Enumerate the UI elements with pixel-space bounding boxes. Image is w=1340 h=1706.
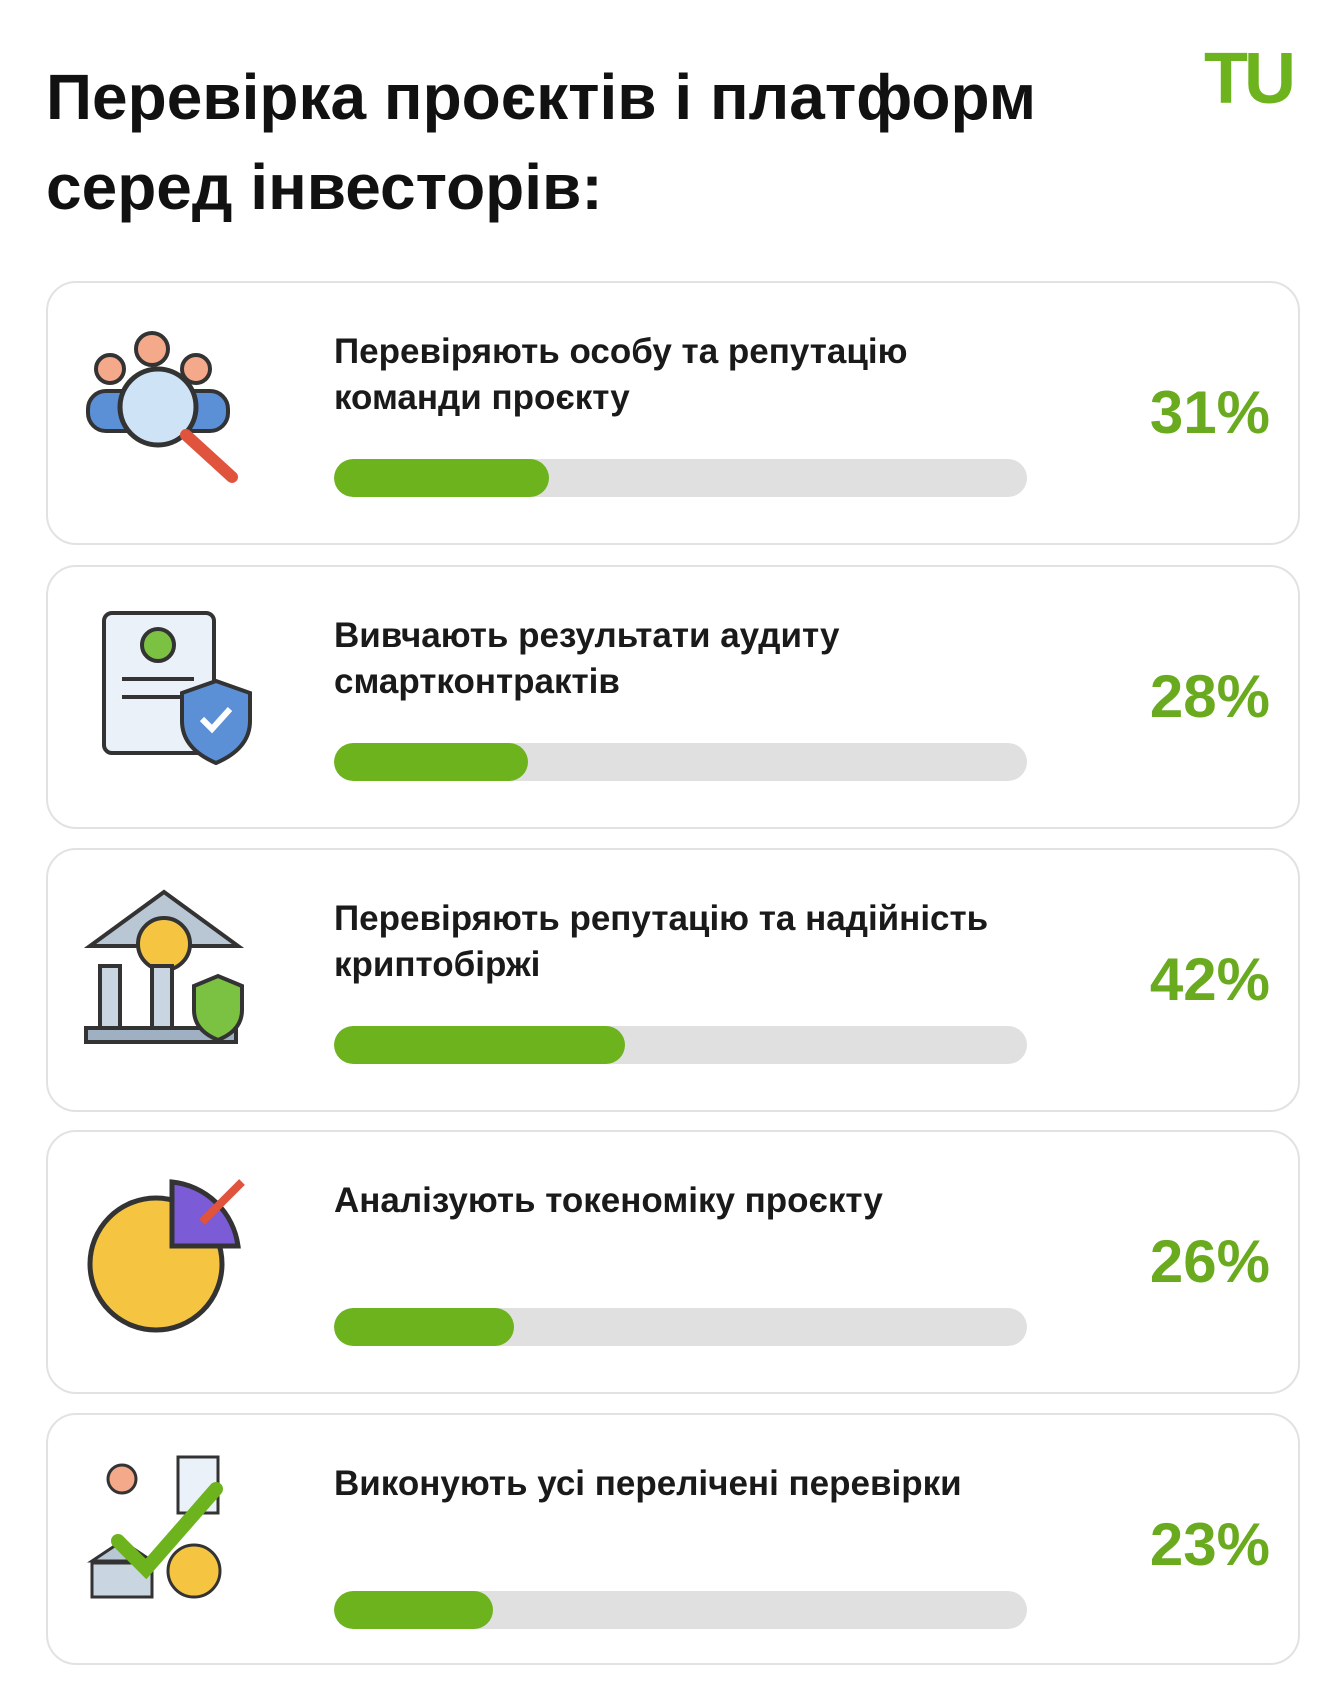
category-label: Перевіряють репутацію та надійність крип…: [334, 899, 989, 984]
icon: [86, 331, 238, 483]
value-label: 42%: [1149, 946, 1270, 1013]
title: Перевірка проєктів і платформ серед інве…: [46, 61, 1037, 223]
bar: [334, 459, 549, 497]
bar: [334, 1308, 515, 1346]
bar-track: [334, 459, 1027, 497]
card: Перевіряють репутацію та надійність крип…: [46, 848, 1300, 1112]
category-label: Виконують усі перелічені перевірки: [334, 1464, 962, 1503]
card: Вивчають результати аудиту смартконтракт…: [46, 565, 1300, 829]
bar: [334, 743, 529, 781]
bar-track: [334, 1591, 1027, 1629]
bar-track: [334, 1026, 1027, 1064]
value-label: 23%: [1149, 1511, 1270, 1578]
bar-track: [334, 743, 1027, 781]
bar: [334, 1591, 494, 1629]
value-label: 26%: [1149, 1228, 1270, 1295]
logo: TU: [1204, 39, 1296, 119]
icon: [102, 611, 252, 766]
card: Виконують усі перелічені перевірки 23%: [46, 1413, 1300, 1665]
category-label: Вивчають результати аудиту смартконтракт…: [334, 616, 840, 701]
bar: [334, 1026, 626, 1064]
icon: [87, 1455, 223, 1599]
value-label: 28%: [1149, 663, 1270, 730]
card: Перевіряють особу та репутацію команди п…: [46, 281, 1300, 545]
icon: [83, 889, 245, 1044]
category-label: Аналізують токеноміку проєкту: [334, 1181, 883, 1220]
value-label: 31%: [1149, 379, 1270, 446]
icon: [87, 1179, 245, 1333]
card: Аналізують токеноміку проєкту 26%: [46, 1130, 1300, 1394]
category-label: Перевіряють особу та репутацію команди п…: [334, 332, 908, 417]
bar-track: [334, 1308, 1027, 1346]
